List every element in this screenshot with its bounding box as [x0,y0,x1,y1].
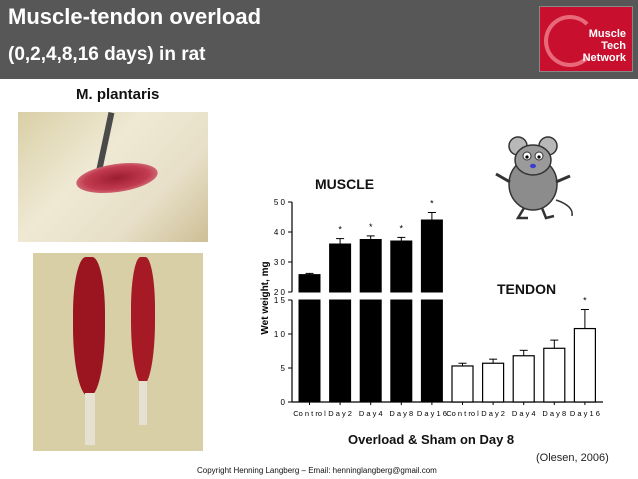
x-tick-label-5: Co n t ro l [446,409,479,418]
x-tick-label-8: D a y 8 [542,409,566,418]
y-tick-upper-2-label: 4 0 [274,228,286,237]
tendon-specimen-right [139,381,147,425]
x-tick-label-7: D a y 4 [512,409,536,418]
tendon-specimen-left [85,393,95,445]
muscle-tech-network-logo: Muscle Tech Network [539,6,633,72]
copyright-notice: Copyright Henning Langberg – Email: henn… [197,466,437,475]
logo-swirl-icon [544,15,596,67]
muscle-significance-3: * [400,223,404,233]
muscle-group-label: MUSCLE [315,176,375,192]
y-tick-lower-2-label: 1 0 [274,330,286,339]
logo-text-network: Network [582,52,626,64]
muscle-significance-2: * [369,222,373,232]
y-tick-upper-1-label: 3 0 [274,258,286,267]
tendon-bar-6 [482,362,505,403]
muscle-name: M. plantaris [76,86,160,103]
y-tick-lower-3-label: 1 5 [274,296,286,305]
x-tick-label-6: D a y 2 [481,409,505,418]
y-tick-lower-1-label: 5 [281,364,286,373]
x-tick-label-2: D a y 4 [359,409,383,418]
logo-text-muscle: Muscle [588,28,626,40]
muscle-bar-3-upper [390,240,413,293]
y-tick-lower-0-label: 0 [281,398,286,407]
slide-title-days: (0,2,4,8,16 days) in rat [8,44,206,65]
x-tick-label-0: Co n t ro l [293,409,326,418]
x-axis-caption: Overload & Sham on Day 8 [348,432,515,447]
x-tick-label-1: D a y 2 [328,409,352,418]
tendon-bar-7 [512,355,535,403]
muscle-bar-0-lower [298,299,321,403]
tendon-group-label: TENDON [497,281,557,297]
muscle-bar-2-upper [359,239,382,293]
incision-image [74,158,160,198]
tendon-bar-9 [573,327,596,403]
slide-header: Muscle-tendon overload (0,2,4,8,16 days)… [0,0,638,79]
muscle-significance-1: * [338,225,342,235]
slide-title: Muscle-tendon overload [8,4,262,29]
x-tick-label-4: D a y 1 6 [417,409,447,418]
y-axis-label: Wet weight, mg [260,261,271,334]
muscle-bar-2-lower [359,299,382,403]
x-tick-label-9: D a y 1 6 [570,409,600,418]
muscle-bar-1-upper [329,243,352,293]
muscle-significance-4: * [430,199,434,209]
surgery-photo [18,112,208,242]
tendon-bar-5 [451,365,474,403]
cartoon-mouse-icon [495,136,573,220]
muscle-specimens-photo [33,253,203,451]
muscle-specimen-right [131,257,155,385]
muscle-bar-1-lower [329,299,352,403]
citation: (Olesen, 2006) [536,452,609,464]
muscle-bar-4-lower [420,299,443,403]
muscle-specimen-left [73,257,105,397]
tendon-significance-9: * [583,296,587,306]
logo-text-tech: Tech [601,40,626,52]
x-tick-label-3: D a y 8 [389,409,413,418]
tendon-bar-8 [543,347,566,403]
y-tick-upper-3-label: 5 0 [274,198,286,207]
muscle-bar-0-upper [298,274,321,293]
muscle-bar-3-lower [390,299,413,403]
y-tick-upper-0-label: 2 0 [274,288,286,297]
muscle-bar-4-upper [420,219,443,293]
